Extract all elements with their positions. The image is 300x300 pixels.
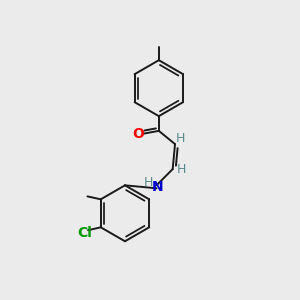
Text: O: O: [132, 127, 144, 141]
Text: H: H: [143, 176, 153, 190]
Text: N: N: [152, 180, 164, 194]
Text: H: H: [177, 163, 186, 176]
Text: Cl: Cl: [77, 226, 92, 240]
Text: H: H: [176, 132, 186, 145]
